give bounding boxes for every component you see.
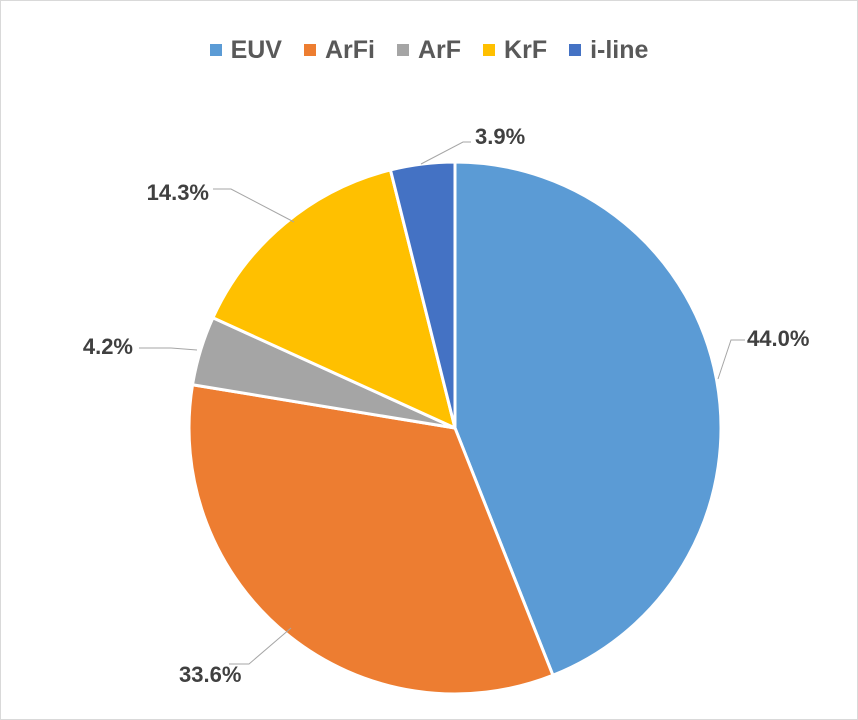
leader-line-arfi — [229, 627, 292, 665]
leader-line-euv — [717, 339, 745, 380]
data-label-krf: 14.3% — [147, 180, 209, 205]
legend-swatch-arfi — [303, 44, 316, 56]
leader-line-i-line — [420, 141, 471, 165]
leader-line-arf — [139, 347, 198, 351]
legend-item-i-line: i-line — [569, 35, 648, 65]
pie-slice-euv — [453, 160, 723, 677]
pie-slices — [187, 160, 723, 696]
leader-line-krf — [213, 188, 295, 223]
data-label-arf: 4.2% — [83, 334, 133, 359]
legend-label-arf: ArF — [417, 36, 462, 64]
pie-slice-krf — [211, 168, 457, 430]
chart-legend: EUV ArFi ArF KrF i-line — [1, 35, 857, 65]
legend-item-euv: EUV — [209, 35, 282, 65]
legend-swatch-euv — [209, 44, 222, 56]
legend-label-arfi: ArFi — [324, 36, 375, 64]
legend-swatch-arf — [396, 44, 409, 56]
data-label-i-line: 3.9% — [475, 124, 525, 149]
data-label-arfi: 33.6% — [179, 662, 241, 687]
legend-swatch-i-line — [569, 44, 582, 56]
legend-item-krf: KrF — [483, 35, 547, 65]
leader-lines — [139, 141, 745, 665]
pie-slice-arfi — [187, 383, 555, 696]
legend-swatch-krf — [483, 44, 496, 56]
data-label-euv: 44.0% — [747, 326, 809, 351]
legend-label-krf: KrF — [504, 36, 548, 64]
data-labels: 44.0% 33.6% 4.2% 14.3% 3.9% — [83, 124, 810, 687]
legend-item-arf: ArF — [396, 35, 462, 65]
legend-label-i-line: i-line — [590, 36, 649, 64]
legend-item-arfi: ArFi — [303, 35, 375, 65]
pie-slice-i-line — [388, 160, 457, 430]
legend-label-euv: EUV — [230, 36, 282, 64]
